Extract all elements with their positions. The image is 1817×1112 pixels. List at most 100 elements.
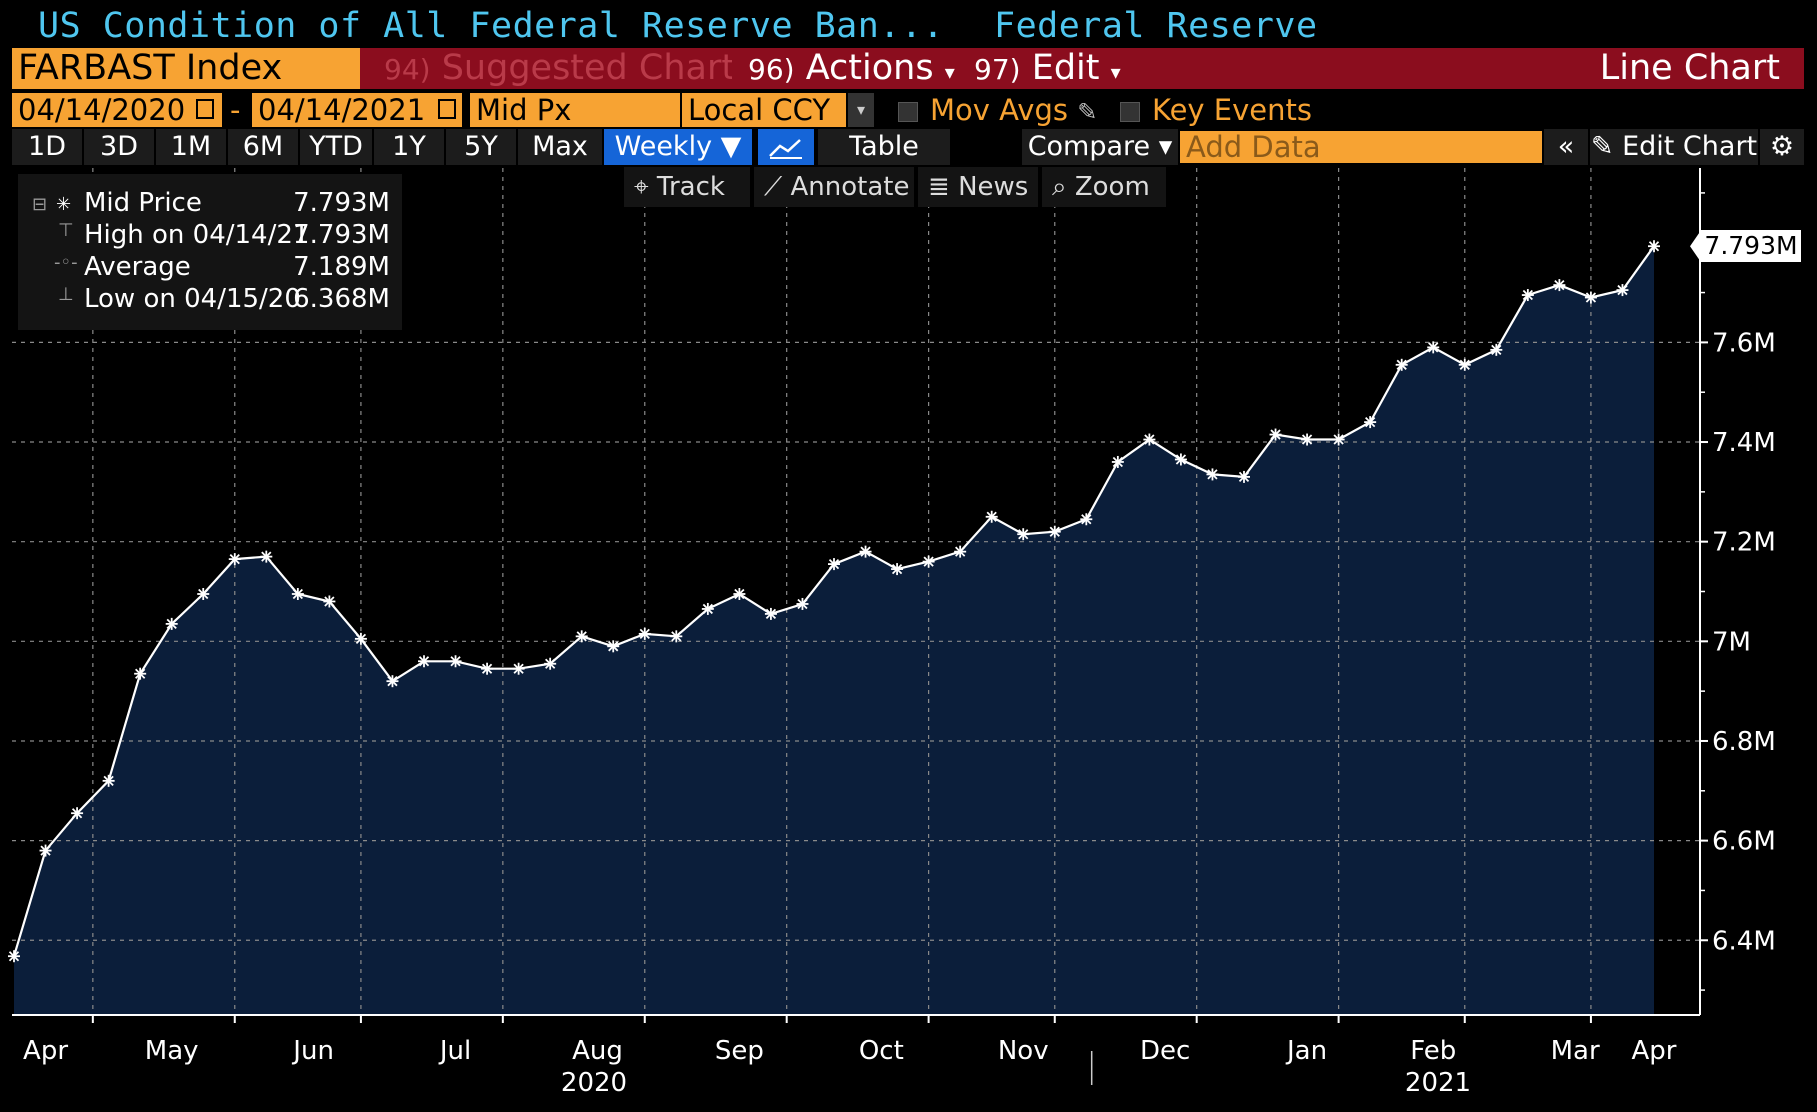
legend-box: ⊟ ✳ Mid Price 7.793M ⊤ High on 04/14/21 … bbox=[18, 174, 402, 330]
chevron-down-icon[interactable]: ▾ bbox=[848, 93, 874, 127]
average-marker-icon: -◦- bbox=[54, 252, 78, 273]
suggested-charts-button[interactable]: 94) Suggested Charts bbox=[364, 48, 753, 89]
news-tool[interactable]: ≣ News bbox=[918, 167, 1038, 207]
chart-type-label: Line Chart bbox=[1599, 48, 1780, 88]
start-date-value: 04/14/2020 bbox=[18, 93, 186, 127]
chevron-down-icon: ▾ bbox=[1110, 60, 1121, 84]
zoom-label: Zoom bbox=[1074, 172, 1150, 202]
table-view-button[interactable]: Table bbox=[818, 129, 950, 165]
data-point bbox=[71, 807, 84, 820]
gear-icon[interactable]: ⚙ bbox=[1760, 129, 1804, 165]
crosshair-icon: ⌖ bbox=[634, 172, 649, 202]
add-data-input[interactable]: Add Data bbox=[1180, 131, 1542, 163]
x-month-label: Nov bbox=[998, 1036, 1049, 1066]
mov-avgs-checkbox[interactable] bbox=[898, 102, 918, 122]
annotate-tool[interactable]: ⟋ Annotate bbox=[754, 167, 914, 207]
x-month-label: Oct bbox=[859, 1036, 904, 1066]
data-point bbox=[1301, 433, 1314, 446]
legend-average-label: Average bbox=[84, 252, 191, 282]
legend-mid-price-value: 7.793M bbox=[293, 188, 390, 218]
data-point bbox=[512, 662, 525, 675]
data-point bbox=[1238, 470, 1250, 483]
range-button-max[interactable]: Max bbox=[518, 129, 602, 165]
data-point bbox=[859, 545, 872, 558]
command-bar: FARBAST Index 94) Suggested Charts 96) A… bbox=[12, 48, 1804, 89]
annotate-label: Annotate bbox=[790, 172, 910, 202]
legend-low-label: Low on 04/15/20 bbox=[84, 284, 301, 314]
pencil-icon[interactable]: ✎ bbox=[1077, 98, 1098, 126]
data-point bbox=[418, 655, 430, 668]
calendar-icon[interactable] bbox=[438, 99, 456, 119]
last-value-label: 7.793M bbox=[1701, 230, 1801, 263]
data-point bbox=[1458, 358, 1471, 371]
ticker-field[interactable]: FARBAST Index bbox=[12, 48, 360, 89]
end-date-value: 04/14/2021 bbox=[258, 93, 426, 127]
data-point bbox=[954, 545, 967, 558]
data-point bbox=[1553, 279, 1566, 292]
x-month-label: Mar bbox=[1551, 1036, 1600, 1066]
x-month-label: Apr bbox=[1632, 1036, 1677, 1066]
data-point bbox=[1332, 433, 1345, 446]
data-point bbox=[1143, 433, 1156, 446]
range-button-ytd[interactable]: YTD bbox=[300, 129, 372, 165]
data-point bbox=[544, 657, 557, 670]
legend-average-value: 7.189M bbox=[293, 252, 390, 282]
range-button-1y[interactable]: 1Y bbox=[374, 129, 444, 165]
data-point bbox=[228, 553, 241, 566]
key-events-toggle[interactable]: Key Events bbox=[1120, 93, 1312, 127]
data-point bbox=[1080, 513, 1093, 526]
currency-dropdown[interactable]: Local CCY bbox=[682, 93, 846, 127]
data-point bbox=[985, 510, 998, 523]
y-tick-label: 6.6M bbox=[1712, 827, 1776, 857]
line-chart-icon[interactable] bbox=[758, 129, 814, 165]
data-point bbox=[796, 597, 809, 610]
zoom-tool[interactable]: ⌕ Zoom bbox=[1042, 167, 1166, 207]
y-tick-label: 6.4M bbox=[1712, 926, 1776, 956]
range-button-3d[interactable]: 3D bbox=[84, 129, 154, 165]
track-label: Track bbox=[656, 172, 725, 202]
range-button-5y[interactable]: 5Y bbox=[446, 129, 516, 165]
data-point bbox=[1648, 240, 1660, 253]
actions-label: Actions bbox=[805, 48, 934, 88]
security-title: US Condition of All Federal Reserve Ban.… bbox=[38, 6, 945, 46]
data-point bbox=[1111, 455, 1124, 468]
key-events-label: Key Events bbox=[1152, 93, 1312, 127]
end-date-field[interactable]: 04/14/2021 bbox=[252, 93, 462, 127]
data-point bbox=[1521, 289, 1534, 302]
calendar-icon[interactable] bbox=[196, 99, 214, 119]
data-point bbox=[102, 774, 115, 787]
start-date-field[interactable]: 04/14/2020 bbox=[12, 93, 222, 127]
news-icon: ≣ bbox=[928, 172, 950, 202]
track-tool[interactable]: ⌖ Track bbox=[624, 167, 750, 207]
mov-avgs-toggle[interactable]: Mov Avgs ✎ bbox=[898, 93, 1097, 127]
edit-chart-button[interactable]: ✎ Edit Chart bbox=[1590, 129, 1758, 165]
frequency-dropdown[interactable]: Weekly ▼ bbox=[604, 129, 752, 165]
data-point bbox=[165, 617, 178, 630]
y-tick-label: 7.4M bbox=[1712, 428, 1776, 458]
data-point bbox=[354, 632, 367, 645]
compare-dropdown[interactable]: Compare ▾ bbox=[1022, 129, 1178, 165]
range-button-1m[interactable]: 1M bbox=[156, 129, 226, 165]
y-tick-label: 7M bbox=[1712, 627, 1751, 657]
data-point bbox=[8, 950, 20, 963]
data-point bbox=[1269, 428, 1282, 441]
collapse-icon[interactable]: « bbox=[1544, 129, 1588, 165]
x-month-label: Sep bbox=[715, 1036, 764, 1066]
legend-low-value: 6.368M bbox=[293, 284, 390, 314]
range-button-6m[interactable]: 6M bbox=[228, 129, 298, 165]
field-selector[interactable]: Mid Px bbox=[470, 93, 680, 127]
x-year-label: 2021 bbox=[1405, 1068, 1471, 1098]
data-point bbox=[1206, 468, 1219, 481]
edit-menu[interactable]: 97) Edit ▾ bbox=[958, 48, 1121, 89]
data-point bbox=[197, 587, 210, 600]
key-events-checkbox[interactable] bbox=[1120, 102, 1140, 122]
actions-menu[interactable]: 96) Actions ▾ bbox=[732, 48, 955, 89]
collapse-legend-icon[interactable]: ⊟ bbox=[32, 194, 48, 215]
edit-number: 97) bbox=[974, 53, 1021, 86]
x-year-label: 2020 bbox=[561, 1068, 627, 1098]
legend-mid-price-label: Mid Price bbox=[84, 188, 202, 218]
chevron-down-icon: ▾ bbox=[944, 60, 955, 84]
data-point bbox=[1174, 453, 1187, 466]
range-button-1d[interactable]: 1D bbox=[12, 129, 82, 165]
